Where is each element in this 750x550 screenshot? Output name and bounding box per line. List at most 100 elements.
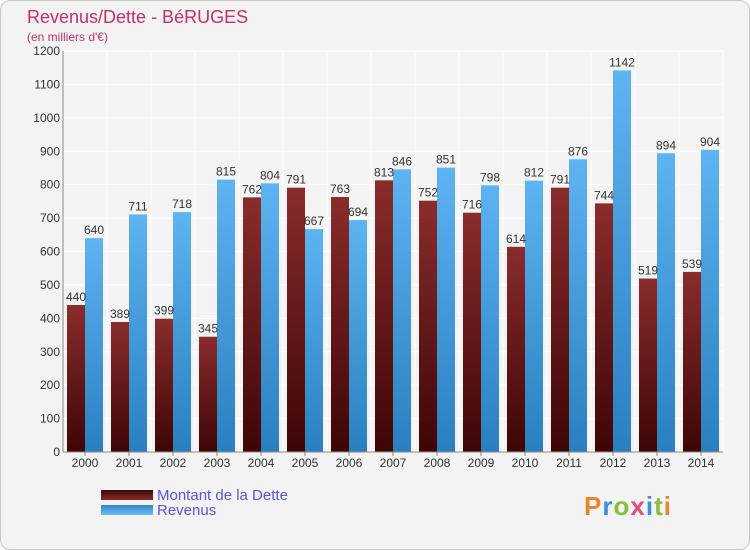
- bar-dette: [331, 197, 349, 452]
- bar-revenus: [481, 185, 499, 452]
- legend-label-dette: Montant de la Dette: [157, 486, 288, 504]
- bar-dette: [155, 318, 173, 452]
- data-label-revenus: 640: [84, 223, 104, 237]
- x-tick-label: 2009: [468, 456, 495, 470]
- data-label-dette: 614: [506, 232, 526, 246]
- bar-dette: [67, 304, 85, 452]
- y-tick-label: 1100: [34, 77, 60, 91]
- bar-dette: [463, 212, 481, 452]
- bar-revenus: [393, 169, 411, 453]
- x-axis-ticks: 2000 2001 2002 2003 2004 2005 2006 2007 2008 2009…: [72, 452, 715, 470]
- data-label-dette: 791: [550, 173, 570, 187]
- data-label-revenus: 694: [348, 205, 368, 219]
- x-tick-label: 2014: [688, 456, 715, 470]
- data-label-dette: 716: [462, 198, 482, 212]
- bar-revenus: [613, 70, 631, 453]
- bar-revenus: [85, 238, 103, 452]
- y-tick-label: 1200: [33, 44, 60, 58]
- data-label-dette: 813: [374, 165, 394, 179]
- data-label-revenus: 1142: [609, 55, 635, 69]
- bar-dette: [683, 271, 701, 452]
- data-label-dette: 744: [594, 188, 614, 202]
- bar-dette: [287, 187, 305, 452]
- bar-revenus: [217, 179, 235, 452]
- y-tick-label: 500: [40, 278, 60, 292]
- y-tick-label: 800: [40, 178, 60, 192]
- bar-revenus: [657, 153, 675, 452]
- data-label-revenus: 846: [392, 154, 412, 168]
- data-label-revenus: 904: [700, 135, 720, 149]
- data-label-revenus: 798: [480, 170, 500, 184]
- bar-revenus: [437, 167, 455, 453]
- data-label-revenus: 711: [128, 199, 147, 213]
- y-tick-label: 100: [40, 412, 60, 426]
- bar-revenus: [261, 183, 279, 452]
- legend-item-revenus: Revenus: [101, 501, 217, 519]
- data-label-dette: 345: [198, 322, 218, 336]
- x-tick-label: 2010: [512, 456, 539, 470]
- bar-revenus: [701, 149, 719, 452]
- bar-revenus: [569, 159, 587, 452]
- data-label-revenus: 812: [524, 166, 544, 180]
- x-tick-label: 2005: [292, 456, 319, 470]
- x-tick-label: 2004: [248, 456, 275, 470]
- x-tick-label: 2013: [644, 456, 671, 470]
- legend-label-revenus: Revenus: [157, 501, 217, 519]
- data-label-dette: 762: [242, 182, 262, 196]
- data-label-dette: 752: [418, 186, 438, 200]
- y-tick-label: 900: [40, 144, 60, 158]
- bar-dette: [551, 187, 569, 452]
- data-label-revenus: 894: [656, 138, 676, 152]
- bar-dette: [243, 197, 261, 452]
- x-tick-label: 2000: [72, 456, 99, 470]
- x-tick-label: 2006: [336, 456, 363, 470]
- bar-dette: [199, 336, 217, 452]
- x-tick-label: 2008: [424, 456, 451, 470]
- data-label-dette: 399: [154, 304, 174, 318]
- data-label-dette: 389: [110, 307, 130, 321]
- bar-dette: [111, 322, 129, 452]
- data-label-dette: 519: [638, 264, 658, 278]
- data-label-dette: 763: [330, 182, 350, 196]
- x-tick-label: 2003: [204, 456, 231, 470]
- legend-swatch-dette: [101, 490, 153, 500]
- x-tick-label: 2002: [160, 456, 187, 470]
- bar-dette: [639, 278, 657, 452]
- y-tick-label: 400: [40, 311, 60, 325]
- data-label-revenus: 718: [172, 197, 192, 211]
- legend-item-dette: Montant de la Dette: [101, 486, 288, 504]
- y-tick-label: 700: [40, 211, 60, 225]
- data-label-revenus: 815: [216, 165, 236, 179]
- data-label-revenus: 876: [568, 144, 588, 158]
- bar-revenus: [129, 214, 147, 452]
- bar-dette: [375, 180, 393, 452]
- y-axis-ticks: 0 100 200 300 400 500 600 700 800 900 1000 1100 1200: [33, 44, 60, 459]
- chart-subtitle: (en milliers d'€): [27, 30, 108, 44]
- data-label-dette: 791: [286, 173, 306, 187]
- proxiti-logo: Proxiti: [584, 491, 672, 521]
- y-tick-label: 300: [40, 345, 60, 359]
- y-tick-label: 0: [53, 445, 60, 459]
- bar-revenus: [349, 220, 367, 452]
- bar-revenus: [525, 180, 543, 452]
- y-tick-label: 600: [40, 245, 60, 259]
- chart-title: Revenus/Dette - BéRUGES: [27, 7, 249, 27]
- data-label-revenus: 804: [260, 168, 280, 182]
- data-label-dette: 440: [66, 290, 86, 304]
- bars: [67, 70, 719, 453]
- bar-dette: [595, 203, 613, 452]
- data-label-dette: 539: [682, 257, 702, 271]
- bar-dette: [419, 200, 437, 452]
- bar-revenus: [305, 229, 323, 452]
- y-tick-label: 1000: [33, 111, 60, 125]
- x-tick-label: 2012: [600, 456, 627, 470]
- legend-swatch-revenus: [101, 505, 153, 515]
- bar-revenus: [173, 212, 191, 452]
- x-tick-label: 2007: [380, 456, 407, 470]
- x-tick-label: 2011: [556, 456, 582, 470]
- data-label-revenus: 851: [436, 153, 456, 167]
- x-tick-label: 2001: [116, 456, 143, 470]
